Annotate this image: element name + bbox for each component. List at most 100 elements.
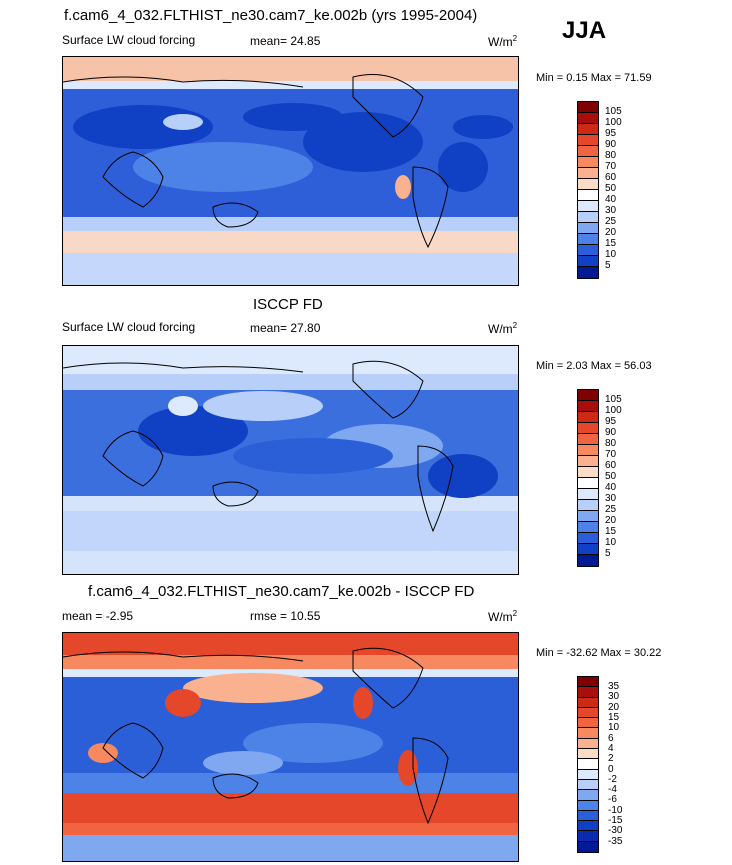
colorbar-label: -15 [608,815,623,826]
colorbar-swatch [578,749,598,760]
colorbar-label: 20 [605,515,617,526]
coastline [102,722,164,779]
panel2-map-svg [63,346,518,574]
colorbar-swatch [578,821,598,832]
colorbar-swatch [578,467,598,478]
colorbar-label: 30 [605,205,617,216]
colorbar-label: 70 [605,161,617,172]
colorbar-swatch [578,810,598,822]
panel3-minmax: Min = -32.62 Max = 30.22 [536,647,662,659]
coastline [412,166,449,249]
colorbar-swatch [578,718,598,729]
colorbar-label: 105 [605,394,622,405]
colorbar-swatch [578,707,598,719]
contour-band [63,231,518,253]
colorbar-swatch [578,500,598,511]
colorbar-label: 15 [605,238,617,249]
panel1-map-svg [63,57,518,285]
coastline [212,202,259,228]
panel2-minmax: Min = 2.03 Max = 56.03 [536,360,652,372]
colorbar-label: 0 [608,764,614,775]
contour-region [163,114,203,130]
colorbar-label: -10 [608,805,623,816]
panel3-mean: mean = -2.95 [62,609,134,623]
colorbar-swatch [578,456,598,467]
coastline [212,481,259,507]
colorbar-swatch [578,489,598,500]
colorbar-label: 40 [605,482,617,493]
colorbar-label: -30 [608,825,623,836]
coastline [412,737,449,825]
colorbar-label: -2 [608,774,617,785]
colorbar-swatch [578,423,598,434]
coastline [352,74,424,138]
panel1-minmax: Min = 0.15 Max = 71.59 [536,72,652,84]
contour-region [88,743,118,763]
colorbar-swatch [578,544,598,555]
contour-region [438,142,488,192]
panel1-variable: Surface LW cloud forcing [62,33,196,47]
colorbar-swatch [578,434,598,445]
panel2-map [62,345,519,575]
contour-region [243,723,383,763]
panel2-variable: Surface LW cloud forcing [62,320,196,334]
colorbar-label: 6 [608,733,614,744]
season-label: JJA [562,17,607,44]
colorbar-swatch [578,779,598,791]
colorbar-swatch [578,146,598,157]
contour-region [395,175,411,199]
colorbar-swatch [578,212,598,223]
coastline [417,445,454,533]
contour-region [453,115,513,139]
contour-band [63,633,518,655]
contour-band [63,823,518,835]
colorbar-swatch [578,522,598,533]
colorbar-swatch [578,728,598,739]
colorbar-swatch [578,697,598,708]
colorbar-label: 10 [605,537,617,548]
colorbar-label: 70 [605,449,617,460]
colorbar-label: 35 [608,681,620,692]
colorbar-swatch [578,190,598,201]
colorbar-swatch [578,800,598,811]
contour-region [203,391,323,421]
colorbar-swatch [578,256,598,267]
contour-region [203,751,283,775]
colorbar-label: 25 [605,216,617,227]
colorbar-label: 50 [605,471,617,482]
coastline [352,647,424,709]
colorbar-label: 25 [605,504,617,515]
colorbar-label: 80 [605,438,617,449]
colorbar-label: 30 [608,691,620,702]
contour-band [63,511,518,551]
colorbar-label: 15 [608,712,620,723]
colorbar-swatch [578,390,598,401]
colorbar-label: 5 [605,548,611,559]
contour-region [165,689,201,717]
colorbar-swatch [578,533,598,544]
colorbar-label: 105 [605,106,622,117]
contour-region [138,406,248,456]
contour-region [428,454,498,498]
panel1-map [62,56,519,286]
coastline [63,362,304,373]
colorbar-label: -6 [608,794,617,805]
panel2-mean: mean= 27.80 [250,321,321,335]
contour-region [183,673,323,703]
colorbar-label: 10 [605,249,617,260]
coastline [63,76,304,88]
colorbar-swatch [578,511,598,522]
coastline [352,360,424,419]
colorbar-swatch [578,841,598,853]
colorbar-swatch [578,135,598,146]
panel3-title: f.cam6_4_032.FLTHIST_ne30.cam7_ke.002b -… [88,583,475,600]
contour-band [63,835,518,861]
colorbar-label: 95 [605,128,617,139]
contour-region [233,438,393,474]
colorbar-swatch [578,831,598,842]
panel3-map-svg [63,633,518,861]
colorbar-label: 90 [605,139,617,150]
colorbar-swatch [578,201,598,212]
colorbar-label: 15 [605,526,617,537]
colorbar-swatch [578,113,598,124]
